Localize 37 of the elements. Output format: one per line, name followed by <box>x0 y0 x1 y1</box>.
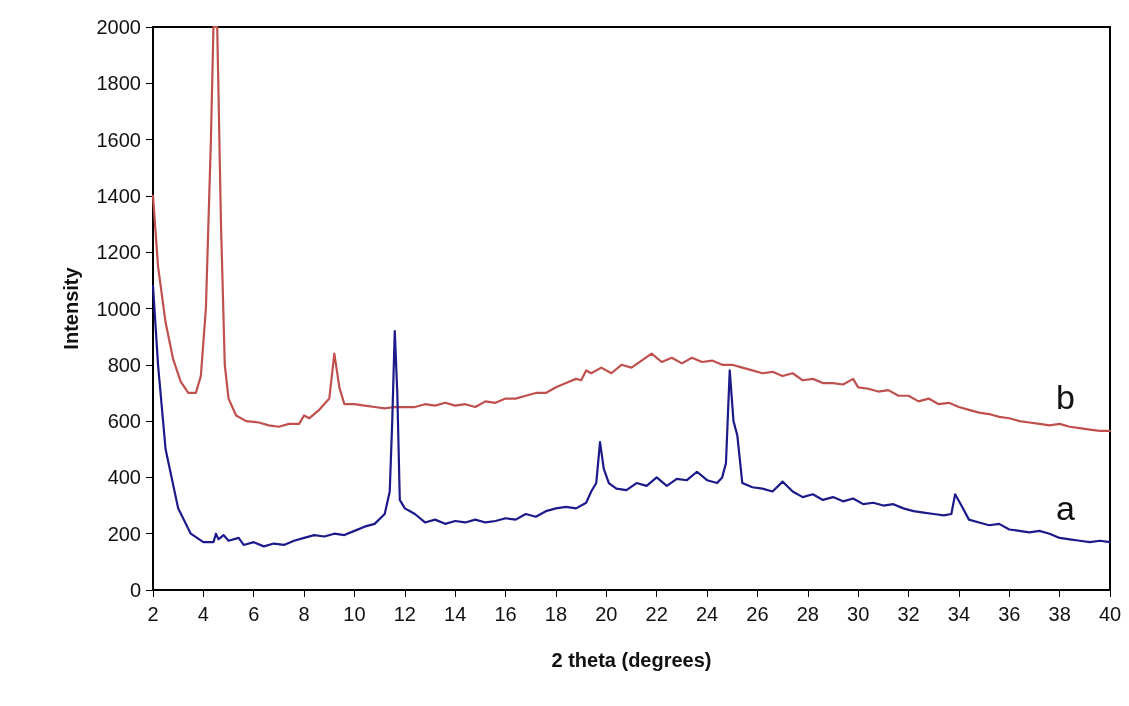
y-tick-label: 1800 <box>96 72 141 95</box>
y-tick-label: 1200 <box>96 241 141 264</box>
x-tick-label: 8 <box>298 603 310 625</box>
x-tick-label: 32 <box>897 603 920 625</box>
x-tick-label: 34 <box>947 603 971 625</box>
y-tick-label: 800 <box>107 353 141 376</box>
y-tick-label: 600 <box>107 410 141 433</box>
x-tick-label: 10 <box>343 603 366 625</box>
x-tick-label: 36 <box>998 603 1021 625</box>
y-tick-label: 400 <box>107 466 141 489</box>
x-tick-label: 20 <box>595 603 618 625</box>
x-tick-label: 14 <box>444 603 467 625</box>
x-tick-label: 24 <box>695 603 719 625</box>
x-tick-label: 18 <box>544 603 568 625</box>
x-tick-label: 4 <box>197 603 209 625</box>
x-tick-label: 6 <box>248 603 260 625</box>
x-tick-label: 2 <box>147 603 159 625</box>
series-label: b <box>1056 377 1075 416</box>
x-tick-label: 30 <box>847 603 870 625</box>
x-tick-label: 16 <box>494 603 517 625</box>
line-series <box>151 284 1112 548</box>
x-tick-label: 22 <box>645 603 668 625</box>
y-tick-label: 2000 <box>96 16 141 38</box>
y-tick-label: 1600 <box>96 128 141 151</box>
line-series <box>151 25 1112 433</box>
x-tick-label: 38 <box>1048 603 1071 625</box>
y-tick-label: 0 <box>129 579 141 601</box>
series-label: a <box>1056 489 1075 528</box>
x-tick-label: 40 <box>1098 603 1122 625</box>
y-axis-title: Intensity <box>60 266 82 350</box>
x-tick-label: 12 <box>393 603 416 625</box>
x-tick-label: 28 <box>796 603 819 625</box>
x-tick-label: 26 <box>746 603 769 625</box>
y-tick-label: 1400 <box>96 184 141 207</box>
y-tick-label: 1000 <box>96 297 141 320</box>
y-tick-label: 200 <box>107 522 141 545</box>
x-axis-title: 2 theta (degrees) <box>551 649 712 671</box>
